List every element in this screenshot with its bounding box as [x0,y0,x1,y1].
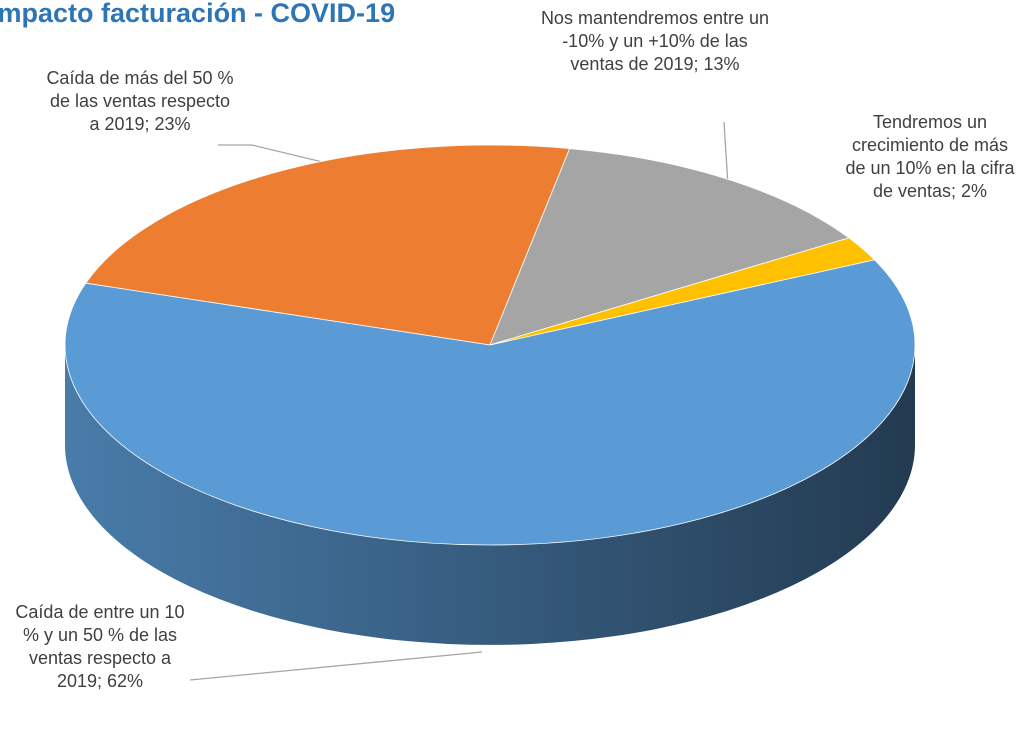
data-label: Tendremos un crecimiento de más de un 10% … [845,112,1015,201]
slice [64,259,916,546]
data-label: Caída de entre un 10% y un 50 % de las ve… [15,602,184,691]
slice [489,148,850,346]
slice [85,144,571,346]
data-label: Nos mantendremos entre un -10% y un +10% … [541,8,769,74]
leader-line [189,651,483,681]
data-label: Caída de más del 50 % de las ventas respe… [46,68,233,134]
slice-side [65,345,915,645]
chart-title: Impacto facturación - COVID-19 [0,0,395,28]
leader-line [218,144,336,166]
leader-line [723,121,729,187]
